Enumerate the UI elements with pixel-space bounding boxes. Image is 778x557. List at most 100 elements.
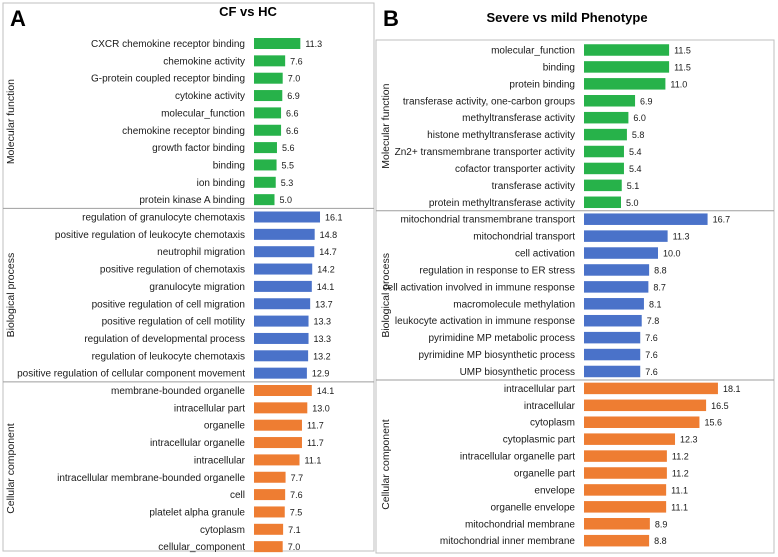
a-bar-row-molecular-function-8: binding 5.5 bbox=[213, 159, 294, 171]
bar-pyrimidine-mp-metabolic-process bbox=[584, 331, 641, 344]
b-bar-row-cellular-component-3: cytoplasm 15.6 bbox=[530, 416, 722, 429]
bar-intracellular-organelle-part bbox=[584, 450, 667, 462]
category-label: organelle part bbox=[514, 469, 575, 480]
value-label: 8.8 bbox=[654, 536, 667, 546]
value-label: 7.1 bbox=[288, 525, 301, 535]
value-label: 5.3 bbox=[281, 178, 294, 188]
category-label: positive regulation of cell migration bbox=[92, 299, 245, 310]
bar-envelope bbox=[584, 484, 667, 496]
bar-leukocyte-activation-in-immune-response bbox=[584, 314, 642, 327]
category-label: protein binding bbox=[509, 79, 575, 90]
value-label: 7.0 bbox=[288, 542, 301, 552]
b-bar-row-molecular-function-4: transferase activity, one-carbon groups 6… bbox=[403, 95, 653, 107]
bar-neutrophil-migration bbox=[254, 246, 315, 258]
bar-cofactor-transporter-activity bbox=[584, 162, 624, 175]
b-bar-row-biological-process-9: pyrimidine MP biosynthetic process 7.6 bbox=[418, 348, 658, 361]
value-label: 11.1 bbox=[305, 455, 322, 465]
bar-mitochondrial-transmembrane-transport bbox=[584, 213, 708, 225]
b-bar-row-biological-process-2: mitochondrial transport 11.3 bbox=[473, 230, 689, 243]
value-label: 11.5 bbox=[674, 62, 691, 72]
value-label: 5.4 bbox=[629, 164, 642, 174]
value-label: 13.3 bbox=[314, 317, 332, 327]
b-bar-row-biological-process-3: cell activation 10.0 bbox=[515, 247, 681, 260]
bar-mitochondrial-transport bbox=[584, 230, 668, 242]
bar-cell bbox=[254, 489, 286, 501]
a-bar-row-molecular-function-10: protein kinase A binding 5.0 bbox=[139, 194, 292, 206]
b-bar-row-cellular-component-1: intracellular part 18.1 bbox=[504, 382, 740, 395]
value-label: 7.7 bbox=[291, 473, 304, 483]
category-label: organelle bbox=[204, 421, 246, 432]
value-label: 5.0 bbox=[280, 195, 293, 205]
category-label: cytoplasm bbox=[530, 418, 575, 429]
category-label: envelope bbox=[534, 485, 575, 496]
panel-b-title: Severe vs mild Phenotype bbox=[486, 10, 647, 25]
value-label: 6.0 bbox=[633, 113, 646, 123]
bar-molecular-function bbox=[584, 44, 670, 56]
panel-b: B Severe vs mild Phenotype molecular_fun… bbox=[375, 6, 775, 554]
bar-regulation-of-leukocyte-chemotaxis bbox=[254, 350, 309, 362]
a-bar-row-cellular-component-7: cell 7.6 bbox=[230, 489, 303, 501]
b-bar-row-cellular-component-4: cytoplasmic part 12.3 bbox=[503, 433, 698, 446]
category-label: histone methyltransferase activity bbox=[427, 130, 575, 141]
a-bar-row-molecular-function-6: chemokine receptor binding 6.6 bbox=[122, 124, 299, 137]
a-bar-row-biological-process-3: neutrophil migration 14.7 bbox=[157, 246, 337, 258]
category-label: regulation of granulocyte chemotaxis bbox=[82, 213, 245, 224]
bar-binding bbox=[254, 159, 277, 171]
b-bar-row-biological-process-6: macromolecule methylation 8.1 bbox=[453, 298, 661, 310]
category-label: cell activation involved in immune respo… bbox=[383, 282, 576, 293]
bar-organelle-part bbox=[584, 467, 667, 479]
value-label: 6.6 bbox=[286, 126, 299, 136]
value-label: 15.6 bbox=[704, 418, 722, 428]
b-bar-row-biological-process-7: leukocyte activation in immune response 7… bbox=[395, 314, 659, 327]
category-label: regulation of developmental process bbox=[84, 334, 245, 345]
value-label: 5.4 bbox=[629, 147, 642, 157]
category-label: positive regulation of cell motility bbox=[102, 317, 245, 328]
category-label: molecular_function bbox=[161, 108, 245, 119]
value-label: 11.2 bbox=[672, 452, 689, 462]
category-label: cytoplasmic part bbox=[503, 435, 575, 446]
value-label: 14.7 bbox=[319, 247, 337, 257]
category-label: binding bbox=[213, 160, 245, 171]
bar-cell-activation bbox=[584, 247, 658, 259]
category-label: mitochondrial inner membrane bbox=[440, 536, 576, 547]
bar-intracellular-part bbox=[254, 402, 308, 414]
b-bar-row-cellular-component-7: envelope 11.1 bbox=[534, 484, 688, 496]
bar-intracellular-part bbox=[584, 382, 718, 395]
bar-chemokine-receptor-binding bbox=[254, 124, 282, 136]
bar-mitochondrial-inner-membrane bbox=[584, 534, 650, 547]
category-label: CXCR chemokine receptor binding bbox=[91, 39, 245, 50]
category-label: neutrophil migration bbox=[157, 247, 245, 258]
value-label: 7.6 bbox=[645, 333, 658, 343]
category-label: protein kinase A binding bbox=[139, 195, 245, 206]
category-label: mitochondrial membrane bbox=[465, 519, 575, 530]
category-label: transferase activity bbox=[492, 181, 575, 192]
category-label: mitochondrial transport bbox=[473, 232, 575, 243]
bar-regulation-of-developmental-process bbox=[254, 332, 309, 344]
value-label: 13.0 bbox=[312, 403, 330, 413]
a-bar-row-cellular-component-3: organelle 11.7 bbox=[204, 419, 324, 432]
b-bar-row-biological-process-4: regulation in response to ER stress 8.8 bbox=[419, 264, 667, 276]
a-bar-row-cellular-component-1: membrane-bounded organelle 14.1 bbox=[111, 385, 334, 397]
category-label: intracellular bbox=[524, 401, 576, 412]
a-group-label-molecular-function: Molecular function bbox=[5, 79, 17, 164]
bar-ion-binding bbox=[254, 176, 276, 188]
bar-g-protein-coupled-receptor-binding bbox=[254, 72, 283, 84]
value-label: 13.7 bbox=[315, 299, 333, 309]
category-label: positive regulation of cellular componen… bbox=[17, 369, 245, 380]
value-label: 7.6 bbox=[645, 350, 658, 360]
panel-b-letter: B bbox=[383, 6, 399, 31]
value-label: 16.5 bbox=[711, 401, 729, 411]
category-label: chemokine activity bbox=[163, 56, 245, 67]
panel-b-plot: molecular_function 11.5 binding 11.5 protein… bbox=[376, 44, 774, 547]
a-bar-row-molecular-function-9: ion binding 5.3 bbox=[197, 176, 294, 189]
category-label: transferase activity, one-carbon groups bbox=[403, 96, 575, 107]
b-bar-row-molecular-function-1: molecular_function 11.5 bbox=[491, 44, 691, 57]
b-bar-row-molecular-function-8: cofactor transporter activity 5.4 bbox=[455, 162, 642, 175]
a-bar-row-cellular-component-10: cellular_component 7.0 bbox=[158, 541, 300, 553]
category-label: cofactor transporter activity bbox=[455, 164, 575, 175]
category-label: G-protein coupled receptor binding bbox=[91, 74, 245, 85]
value-label: 7.6 bbox=[645, 367, 658, 377]
category-label: cytokine activity bbox=[175, 91, 245, 102]
value-label: 10.0 bbox=[663, 249, 681, 259]
